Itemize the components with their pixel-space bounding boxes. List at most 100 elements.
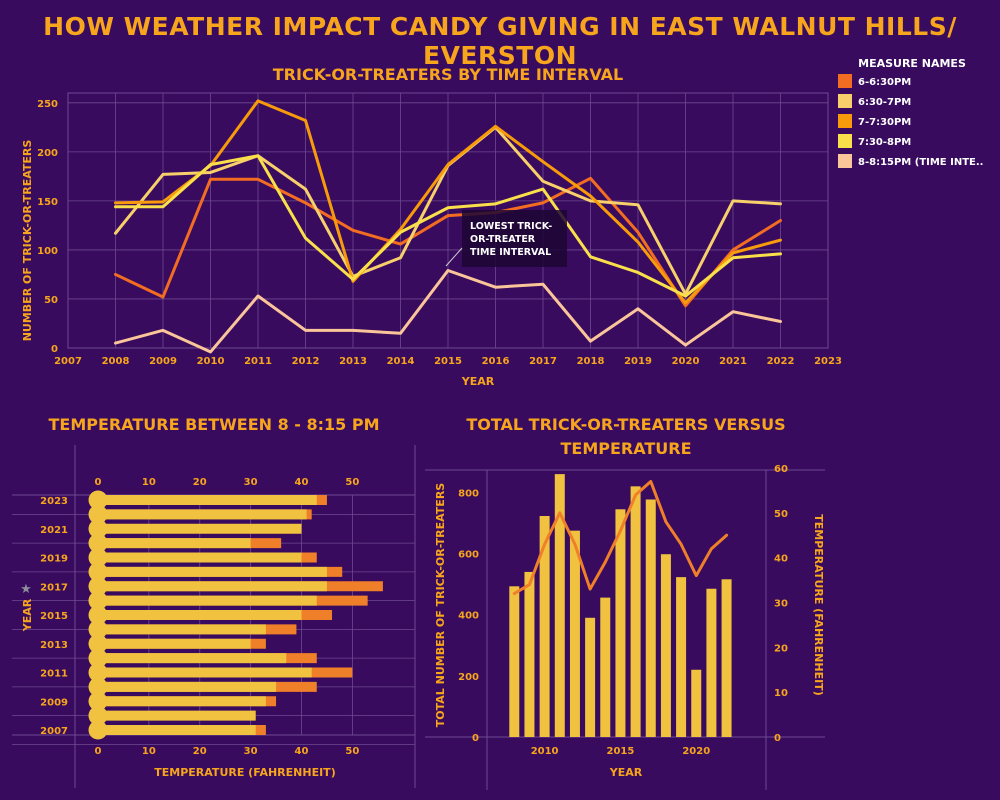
y2-tick-label: 20 — [774, 643, 788, 654]
y-tick-label: 150 — [37, 197, 58, 208]
y-tick-label: 600 — [458, 550, 479, 561]
x-tick-label-bottom: 10 — [142, 746, 156, 757]
temperature-chart-title: Temperature Between 8 - 8:15 PM — [48, 415, 379, 434]
y2-tick-label: 30 — [774, 599, 788, 610]
lollipop-head-2014 — [88, 619, 108, 639]
legend-label-2: 6:30-7pm — [858, 97, 911, 108]
x-tick-label-bottom: 20 — [193, 746, 207, 757]
total-bar-2013 — [585, 617, 596, 737]
x-tick-label: 2017 — [529, 356, 557, 367]
lollipop-head-2013 — [88, 634, 108, 654]
x-axis-label: Year — [609, 766, 643, 779]
total-vs-temperature-chart: Total Trick-or-Treaters versus Temperatur… — [425, 415, 825, 790]
total-bar-2022 — [721, 579, 732, 737]
lollipop-head-2009 — [88, 691, 108, 711]
temperature-bar-chart: Temperature Between 8 - 8:15 PM001010202… — [12, 415, 416, 788]
x-tick-label: 2008 — [102, 356, 130, 367]
annotation-text: or-Treater — [470, 234, 536, 245]
temperature-bar-2007 — [98, 725, 256, 735]
x-tick-label: 2022 — [767, 356, 795, 367]
temperature-bar-2020 — [98, 538, 251, 549]
series-line-4 — [114, 154, 782, 298]
y2-tick-label: 60 — [774, 464, 788, 475]
total-bar-2015 — [615, 509, 626, 737]
total-bar-2017 — [645, 499, 656, 737]
lollipop-head-2020 — [88, 533, 108, 553]
y-tick-label: 50 — [44, 295, 58, 306]
temperature-bar-2008 — [98, 710, 256, 721]
legend-title: Measure Names — [858, 57, 966, 70]
y2-tick-label: 0 — [774, 733, 781, 744]
x-tick-label: 2019 — [624, 356, 652, 367]
temperature-bar-2021 — [98, 523, 302, 534]
legend-label-5: 8-8:15pm (Time Inte.. — [858, 157, 983, 168]
series-line-5 — [114, 269, 782, 354]
y-tick-label: 2007 — [40, 726, 68, 737]
x-tick-label: 2012 — [292, 356, 320, 367]
x-tick-label-top: 20 — [193, 477, 207, 488]
y2-tick-label: 10 — [774, 688, 788, 699]
lollipop-head-2011 — [88, 663, 108, 682]
lollipop-head-2008 — [88, 706, 108, 726]
y-tick-label: 400 — [458, 611, 479, 622]
temperature-bar-2009 — [98, 696, 266, 707]
y-tick-label: 800 — [458, 488, 479, 499]
legend-label-4: 7:30-8pm — [858, 137, 911, 148]
legend: Measure Names 6-6:30pm 6:30-7pm 7-7:30pm 7:3… — [838, 57, 983, 168]
combo-chart-title-line-1: Total Trick-or-Treaters versus — [466, 415, 785, 434]
temperature-bar-2010 — [98, 681, 277, 692]
temperature-bar-2017 — [98, 581, 327, 592]
annotation-text: Time Interval — [470, 247, 551, 258]
lollipop-head-2017 — [88, 576, 108, 596]
x-tick-label: 2020 — [682, 746, 710, 757]
y2-axis-label: Temperature (Fahrenheit) — [812, 514, 825, 695]
total-bar-2009 — [524, 571, 535, 737]
y-tick-label: 200 — [37, 148, 58, 159]
combo-chart-title-line-2: Temperature — [560, 439, 691, 458]
y-tick-label: 2015 — [40, 611, 68, 622]
temperature-bar-2015 — [98, 610, 302, 620]
temperature-bar-2019 — [98, 552, 302, 563]
x-tick-label: 2013 — [339, 356, 367, 367]
x-tick-label-top: 40 — [295, 477, 309, 488]
x-tick-label-bottom: 50 — [345, 746, 359, 757]
x-tick-label: 2010 — [197, 356, 225, 367]
lollipop-head-2010 — [88, 677, 108, 697]
y-tick-label: 2023 — [40, 496, 68, 507]
lollipop-head-2022 — [88, 504, 108, 524]
x-tick-label: 2010 — [531, 746, 559, 757]
temperature-bar-2014 — [98, 624, 266, 635]
annotation-box — [462, 210, 567, 267]
temperature-line — [512, 479, 729, 596]
lollipop-head-2007 — [88, 720, 108, 740]
legend-swatch-3 — [838, 114, 852, 128]
total-bar-2014 — [600, 597, 611, 737]
lollipop-head-2015 — [88, 605, 108, 625]
x-tick-label-top: 50 — [345, 477, 359, 488]
lollipop-head-2021 — [88, 519, 108, 539]
total-bar-2012 — [569, 530, 580, 737]
y-tick-label: 2013 — [40, 640, 68, 651]
temperature-bar-2022 — [98, 509, 307, 520]
total-bar-2018 — [660, 554, 671, 737]
x-axis-label: Temperature (Fahrenheit) — [154, 766, 335, 779]
y-axis-label: Year — [21, 598, 34, 632]
x-tick-label: 2011 — [244, 356, 272, 367]
x-tick-label: 2015 — [607, 746, 635, 757]
total-bar-2020 — [691, 669, 702, 737]
x-tick-label: 2021 — [719, 356, 747, 367]
total-bar-2010 — [539, 515, 550, 737]
temperature-bar-2012 — [98, 653, 287, 664]
annotation-text: Lowest Trick- — [470, 221, 552, 232]
legend-swatch-2 — [838, 94, 852, 108]
y-axis-label: Total Number of Trick-or-Treaters — [434, 483, 447, 728]
x-tick-label-top: 30 — [244, 477, 258, 488]
line-chart: Trick-or-Treaters by Time Interval 0 50 100… — [21, 65, 842, 388]
x-tick-label-bottom: 40 — [295, 746, 309, 757]
line-chart-title: Trick-or-Treaters by Time Interval — [273, 65, 624, 84]
y2-tick-label: 50 — [774, 509, 788, 520]
legend-swatch-4 — [838, 134, 852, 148]
y2-tick-label: 40 — [774, 554, 788, 565]
legend-swatch-1 — [838, 74, 852, 88]
legend-label-1: 6-6:30pm — [858, 77, 911, 88]
